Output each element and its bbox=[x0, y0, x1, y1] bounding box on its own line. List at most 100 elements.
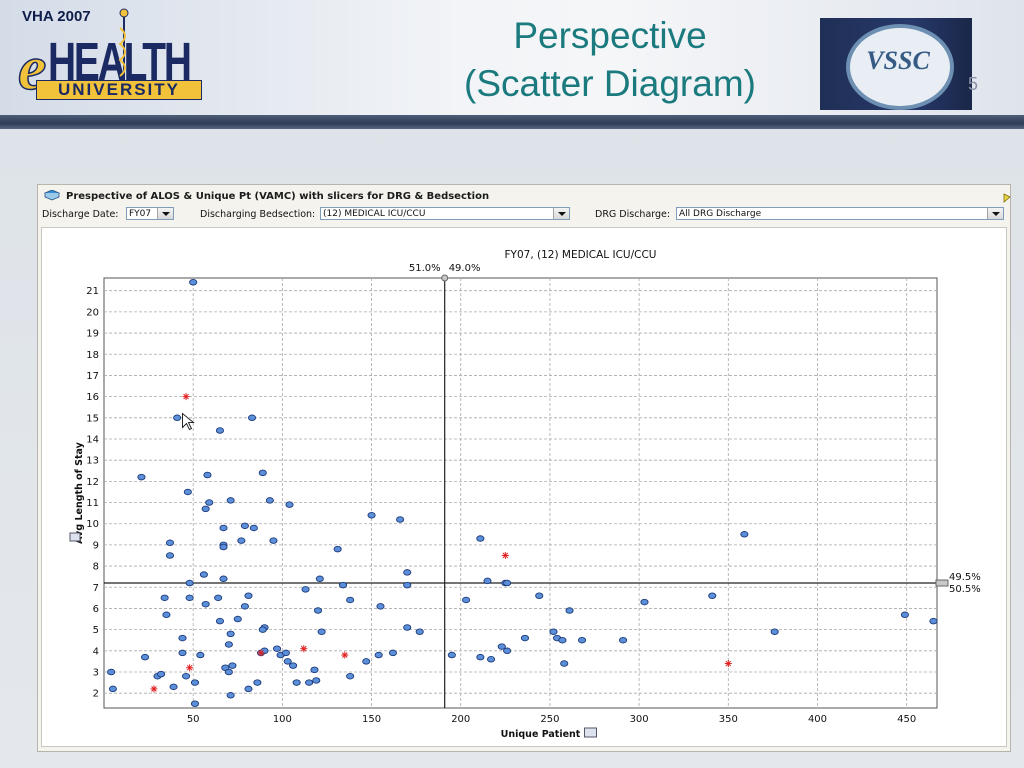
data-point[interactable] bbox=[374, 651, 383, 659]
drg-select[interactable]: All DRG Discharge bbox=[676, 207, 1004, 220]
data-point[interactable] bbox=[900, 611, 909, 619]
data-point[interactable] bbox=[165, 552, 175, 559]
data-point[interactable] bbox=[315, 575, 324, 583]
data-point[interactable] bbox=[619, 636, 628, 644]
y-axis-menu-button[interactable] bbox=[69, 532, 81, 542]
data-point[interactable] bbox=[228, 662, 237, 669]
data-point[interactable] bbox=[476, 535, 485, 542]
data-point[interactable] bbox=[224, 668, 233, 676]
chevron-down-icon[interactable] bbox=[553, 208, 569, 219]
data-point[interactable] bbox=[190, 679, 200, 686]
data-point[interactable] bbox=[770, 628, 779, 635]
data-point[interactable] bbox=[162, 611, 171, 619]
highlight-star-point[interactable] bbox=[341, 651, 349, 659]
data-point[interactable] bbox=[476, 653, 485, 661]
data-point[interactable] bbox=[253, 679, 262, 686]
data-point[interactable] bbox=[577, 636, 587, 644]
pin-icon[interactable] bbox=[1003, 193, 1011, 203]
data-point[interactable] bbox=[107, 668, 116, 676]
data-point[interactable] bbox=[565, 607, 574, 614]
data-point[interactable] bbox=[203, 471, 212, 479]
data-point[interactable] bbox=[185, 594, 194, 602]
data-point[interactable] bbox=[301, 586, 310, 593]
data-point[interactable] bbox=[281, 649, 290, 657]
data-point[interactable] bbox=[520, 634, 530, 642]
data-point[interactable] bbox=[214, 594, 223, 602]
data-point[interactable] bbox=[403, 581, 412, 589]
data-point[interactable] bbox=[376, 603, 385, 610]
highlight-star-point[interactable] bbox=[150, 685, 158, 693]
data-point[interactable] bbox=[233, 615, 242, 623]
data-point[interactable] bbox=[305, 679, 314, 686]
data-point[interactable] bbox=[388, 649, 398, 657]
data-point[interactable] bbox=[560, 660, 569, 667]
data-point[interactable] bbox=[285, 501, 294, 508]
data-point[interactable] bbox=[219, 543, 228, 551]
data-point[interactable] bbox=[215, 617, 224, 625]
data-point[interactable] bbox=[396, 516, 405, 523]
data-point[interactable] bbox=[249, 524, 258, 532]
data-point[interactable] bbox=[160, 594, 169, 602]
highlight-star-point[interactable] bbox=[724, 660, 732, 668]
data-point[interactable] bbox=[367, 511, 376, 519]
data-point[interactable] bbox=[244, 592, 253, 599]
data-point[interactable] bbox=[240, 603, 249, 610]
data-point[interactable] bbox=[549, 628, 558, 635]
highlight-star-point[interactable] bbox=[257, 649, 265, 657]
highlight-star-point[interactable] bbox=[186, 664, 194, 672]
data-point[interactable] bbox=[292, 679, 301, 686]
data-point[interactable] bbox=[403, 569, 412, 576]
data-point[interactable] bbox=[237, 537, 246, 544]
highlight-star-point[interactable] bbox=[501, 551, 509, 559]
data-point[interactable] bbox=[346, 596, 355, 604]
data-point[interactable] bbox=[219, 524, 228, 532]
data-point[interactable] bbox=[137, 473, 146, 481]
data-point[interactable] bbox=[483, 577, 492, 585]
data-point[interactable] bbox=[140, 653, 150, 661]
data-point[interactable] bbox=[169, 683, 178, 691]
data-point[interactable] bbox=[178, 634, 187, 642]
data-point[interactable] bbox=[415, 628, 424, 635]
data-point[interactable] bbox=[157, 670, 166, 678]
data-point[interactable] bbox=[258, 626, 267, 633]
data-point[interactable] bbox=[108, 685, 117, 693]
data-point[interactable] bbox=[240, 522, 249, 530]
data-point[interactable] bbox=[289, 662, 298, 669]
data-point[interactable] bbox=[201, 505, 210, 513]
data-point[interactable] bbox=[258, 469, 267, 477]
data-point[interactable] bbox=[182, 672, 191, 680]
highlight-star-point[interactable] bbox=[182, 393, 190, 401]
chevron-down-icon[interactable] bbox=[987, 208, 1003, 219]
data-point[interactable] bbox=[183, 488, 192, 496]
data-point[interactable] bbox=[226, 497, 235, 504]
data-point[interactable] bbox=[173, 414, 182, 422]
data-point[interactable] bbox=[196, 651, 205, 659]
data-point[interactable] bbox=[265, 497, 274, 504]
data-point[interactable] bbox=[205, 499, 214, 506]
data-point[interactable] bbox=[317, 628, 326, 635]
data-point[interactable] bbox=[219, 575, 228, 583]
data-point[interactable] bbox=[224, 641, 233, 648]
data-point[interactable] bbox=[272, 645, 282, 652]
data-point[interactable] bbox=[185, 579, 194, 587]
data-point[interactable] bbox=[708, 592, 717, 599]
data-point[interactable] bbox=[310, 666, 319, 674]
data-point[interactable] bbox=[215, 427, 224, 434]
data-point[interactable] bbox=[313, 607, 323, 614]
data-point[interactable] bbox=[247, 414, 257, 422]
data-point[interactable] bbox=[165, 539, 175, 547]
data-point[interactable] bbox=[535, 592, 544, 599]
data-point[interactable] bbox=[403, 624, 412, 631]
data-point[interactable] bbox=[269, 537, 278, 544]
x-axis-menu-button[interactable] bbox=[584, 727, 597, 738]
data-point[interactable] bbox=[178, 649, 187, 657]
data-point[interactable] bbox=[199, 571, 208, 578]
data-point[interactable] bbox=[497, 643, 506, 650]
data-point[interactable] bbox=[333, 545, 342, 553]
data-point[interactable] bbox=[244, 685, 253, 693]
data-point[interactable] bbox=[189, 278, 198, 286]
data-point[interactable] bbox=[226, 630, 235, 638]
data-point[interactable] bbox=[201, 600, 210, 608]
data-point[interactable] bbox=[558, 636, 567, 644]
data-point[interactable] bbox=[462, 596, 471, 604]
